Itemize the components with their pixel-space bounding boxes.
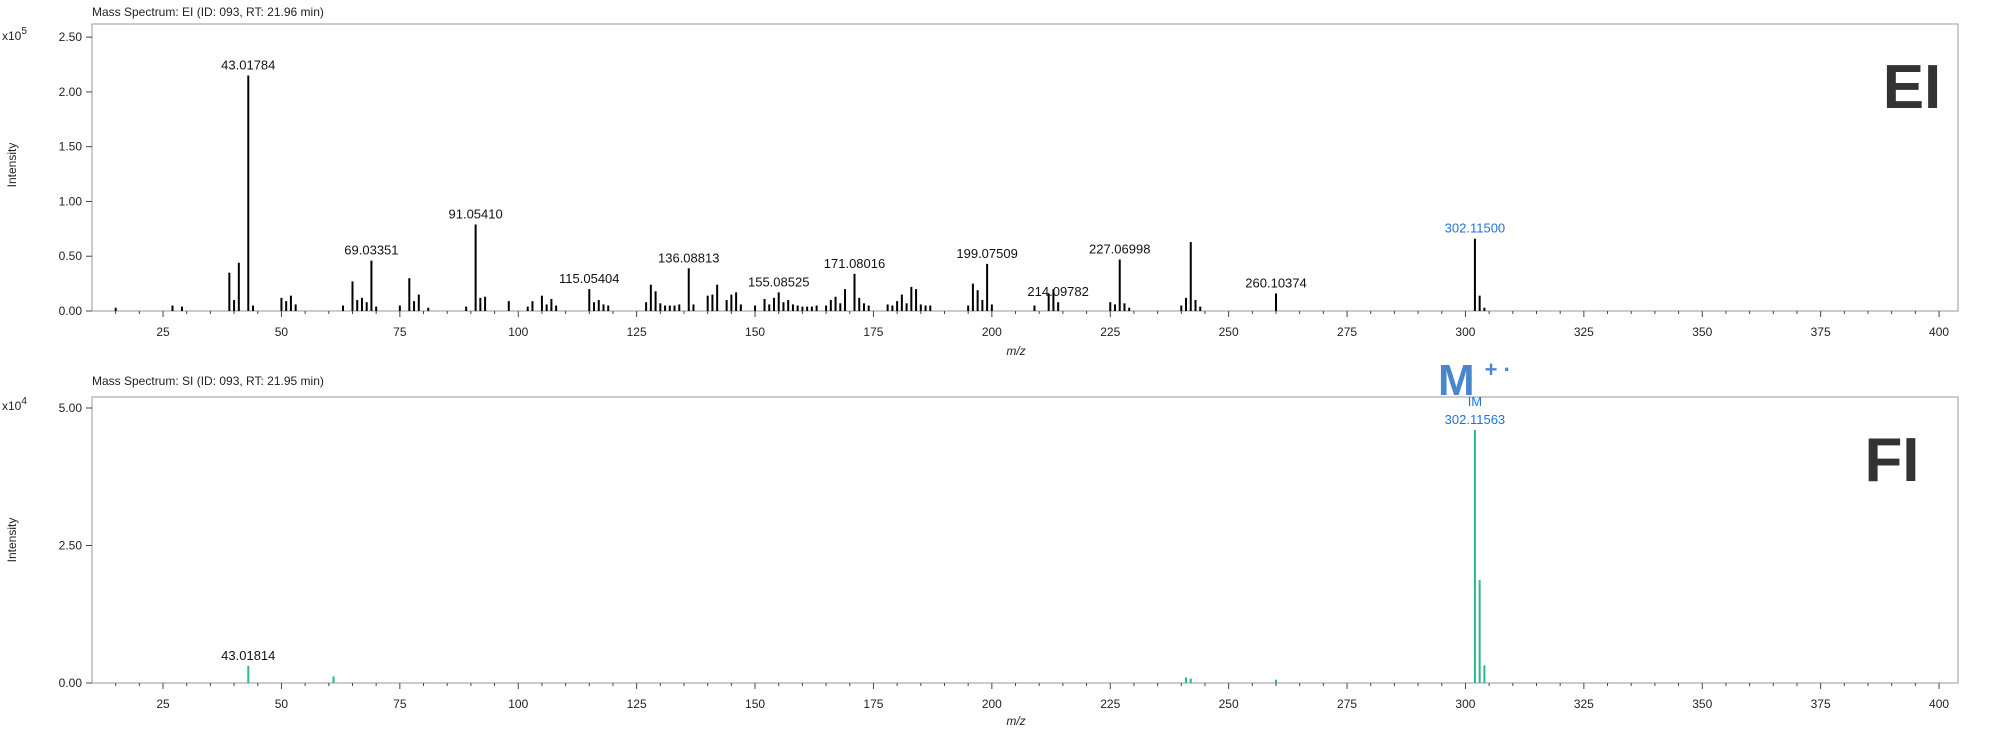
ei-y-tick-label: 2.00 — [59, 85, 83, 99]
fi-x-tick-label: 175 — [863, 697, 883, 711]
ei-spectrum-title: Mass Spectrum: EI (ID: 093, RT: 21.96 mi… — [92, 5, 324, 19]
ei-x-tick-label: 400 — [1929, 325, 1949, 339]
ei-y-tick-label: 1.50 — [59, 140, 83, 154]
ei-x-tick-label: 100 — [508, 325, 528, 339]
fi-x-tick-label: 125 — [627, 697, 647, 711]
fi-y-tick-label: 5.00 — [59, 401, 83, 415]
ei-y-multiplier: x105 — [2, 26, 27, 43]
fi-y-axis-label: Intensity — [5, 518, 19, 563]
ei-spectrum-panel: Mass Spectrum: EI (ID: 093, RT: 21.96 mi… — [2, 5, 1959, 358]
fi-y-multiplier-exponent: 4 — [21, 396, 27, 407]
ei-peak-label: 260.10374 — [1245, 275, 1306, 290]
molecular-ion-charge: + · — [1485, 357, 1511, 382]
ei-peak-label: 43.01784 — [221, 57, 275, 72]
fi-x-tick-label: 250 — [1219, 697, 1239, 711]
ei-x-tick-label: 25 — [156, 325, 170, 339]
fi-x-tick-label: 400 — [1929, 697, 1949, 711]
fi-x-tick-label: 300 — [1455, 697, 1475, 711]
ei-y-tick-label: 1.00 — [59, 194, 83, 208]
ei-peak-label: 69.03351 — [344, 243, 398, 258]
ei-peak-label: 91.05410 — [449, 206, 503, 221]
ei-peak-label: 136.08813 — [658, 250, 719, 265]
fi-x-axis-label: m/z — [1006, 714, 1025, 728]
fi-peak-label: IM — [1468, 394, 1482, 409]
ei-x-axis-label: m/z — [1006, 344, 1025, 358]
ei-x-tick-label: 275 — [1337, 325, 1357, 339]
ei-peak-label: 115.05404 — [559, 271, 620, 286]
ei-peak-label: 155.08525 — [748, 274, 809, 289]
fi-x-tick-label: 50 — [275, 697, 289, 711]
ei-x-tick-label: 125 — [627, 325, 647, 339]
ei-x-tick-label: 300 — [1455, 325, 1475, 339]
fi-x-tick-label: 375 — [1811, 697, 1831, 711]
ei-peak-label: 171.08016 — [824, 256, 885, 271]
ei-peak-label: 302.11500 — [1445, 221, 1506, 236]
fi-x-tick-label: 225 — [1100, 697, 1120, 711]
ei-peak-label: 227.06998 — [1089, 242, 1150, 257]
fi-plot-area — [91, 396, 1959, 684]
ei-x-tick-label: 50 — [275, 325, 289, 339]
ei-y-multiplier-base: x10 — [2, 29, 22, 43]
fi-x-tick-label: 200 — [982, 697, 1002, 711]
ei-panel-label: EI — [1883, 53, 1942, 122]
ei-x-tick-label: 250 — [1219, 325, 1239, 339]
fi-y-tick-label: 2.50 — [59, 539, 83, 553]
fi-x-tick-label: 325 — [1574, 697, 1594, 711]
ei-x-tick-label: 175 — [863, 325, 883, 339]
fi-peak-label: 302.11563 — [1445, 412, 1506, 427]
ei-x-tick-label: 75 — [393, 325, 407, 339]
ei-plot-area — [91, 23, 1959, 312]
ei-y-axis-label: Intensity — [5, 143, 19, 188]
ei-peak-label: 214.09782 — [1027, 284, 1088, 299]
fi-x-tick-label: 150 — [745, 697, 765, 711]
fi-x-tick-label: 100 — [508, 697, 528, 711]
fi-panel-label: FI — [1864, 426, 1919, 495]
ei-y-tick-label: 2.50 — [59, 30, 83, 44]
ei-peak-label: 199.07509 — [956, 246, 1017, 261]
fi-spectrum-panel: Mass Spectrum: SI (ID: 093, RT: 21.95 mi… — [2, 356, 1959, 728]
fi-y-tick-label: 0.00 — [59, 676, 83, 690]
ei-x-tick-label: 375 — [1811, 325, 1831, 339]
ei-x-tick-label: 200 — [982, 325, 1002, 339]
ei-y-multiplier-exponent: 5 — [21, 26, 27, 37]
fi-y-multiplier: x104 — [2, 396, 27, 413]
fi-x-tick-label: 275 — [1337, 697, 1357, 711]
ei-x-tick-label: 350 — [1692, 325, 1712, 339]
fi-x-tick-label: 350 — [1692, 697, 1712, 711]
ei-x-tick-label: 325 — [1574, 325, 1594, 339]
ei-y-tick-label: 0.00 — [59, 304, 83, 318]
fi-x-tick-label: 25 — [156, 697, 170, 711]
fi-y-multiplier-base: x10 — [2, 399, 22, 413]
ei-x-tick-label: 150 — [745, 325, 765, 339]
ei-x-tick-label: 225 — [1100, 325, 1120, 339]
ei-y-tick-label: 0.50 — [59, 249, 83, 263]
fi-peak-label: 43.01814 — [221, 648, 275, 663]
fi-spectrum-title: Mass Spectrum: SI (ID: 093, RT: 21.95 mi… — [92, 374, 324, 388]
fi-x-tick-label: 75 — [393, 697, 407, 711]
